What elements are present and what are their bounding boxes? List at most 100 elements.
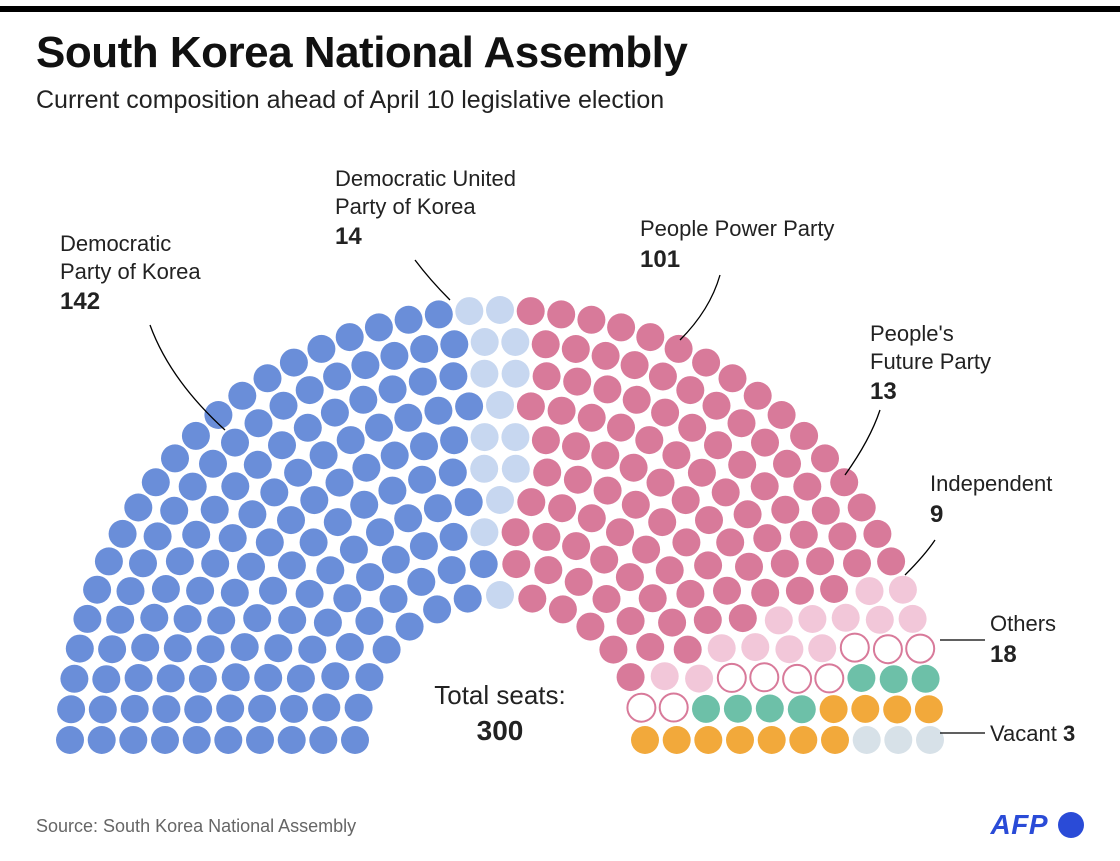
seat-dot <box>438 556 466 584</box>
seat-dot <box>578 404 606 432</box>
seat-dot <box>549 595 577 623</box>
seat-dot <box>214 726 242 754</box>
seat-dot <box>179 473 207 501</box>
seat-dot <box>379 375 407 403</box>
source-text: Source: South Korea National Assembly <box>36 816 356 837</box>
seat-dot <box>119 726 147 754</box>
label-text: Party of Korea <box>335 194 476 219</box>
seat-dot <box>771 496 799 524</box>
seat-dot <box>501 423 529 451</box>
seat-dot <box>719 364 747 392</box>
label-others: Others 18 <box>990 610 1056 670</box>
seat-dot <box>382 546 410 574</box>
seat-dot <box>621 351 649 379</box>
seat-dot <box>912 665 940 693</box>
seat-dot <box>89 696 117 724</box>
seat-dot <box>254 364 282 392</box>
seat-dot <box>221 429 249 457</box>
seat-dot <box>294 414 322 442</box>
seat-dot <box>662 441 690 469</box>
seat-dot <box>300 528 328 556</box>
seat-dot <box>264 634 292 662</box>
seat-dot <box>98 635 126 663</box>
seat-dot <box>501 328 529 356</box>
seat-dot <box>847 664 875 692</box>
seat-dot <box>843 549 871 577</box>
seat-dot <box>651 662 679 690</box>
seat-dot <box>660 694 688 722</box>
seat-dot <box>786 577 814 605</box>
label-text: Democratic <box>60 231 171 256</box>
seat-dot <box>336 323 364 351</box>
seat-dot <box>695 506 723 534</box>
seat-dot <box>365 414 393 442</box>
seat-dot <box>617 663 645 691</box>
seat-dot <box>593 375 621 403</box>
seat-dot <box>502 518 530 546</box>
seat-dot <box>648 508 676 536</box>
seat-dot <box>124 494 152 522</box>
seat-dot <box>783 665 811 693</box>
seat-dot <box>95 547 123 575</box>
seat-dot <box>502 360 530 388</box>
seat-dot <box>222 663 250 691</box>
seat-dot <box>874 635 902 663</box>
seat-dot <box>790 422 818 450</box>
seat-dot <box>812 497 840 525</box>
seat-dot <box>309 726 337 754</box>
label-pfp: People's Future Party 13 <box>870 320 991 407</box>
seat-dot <box>607 313 635 341</box>
seat-dot <box>889 576 917 604</box>
seat-dot <box>221 579 249 607</box>
seat-dot <box>66 635 94 663</box>
seat-dot <box>851 695 879 723</box>
seat-dot <box>470 455 498 483</box>
label-text: Democratic United <box>335 166 516 191</box>
seat-dot <box>713 577 741 605</box>
label-count: 18 <box>990 640 1056 670</box>
seat-dot <box>678 414 706 442</box>
seat-dot <box>726 726 754 754</box>
seat-dot <box>724 695 752 723</box>
seat-dot <box>455 488 483 516</box>
seat-dot <box>517 488 545 516</box>
leader-line <box>680 275 720 340</box>
seat-dot <box>899 605 927 633</box>
seat-dot <box>636 633 664 661</box>
label-count: 13 <box>870 377 991 407</box>
seat-dot <box>562 432 590 460</box>
seat-dot <box>280 695 308 723</box>
seat-dot <box>565 568 593 596</box>
seat-dot <box>246 726 274 754</box>
seat-dot <box>129 549 157 577</box>
seat-dot <box>502 455 530 483</box>
seat-dot <box>316 556 344 584</box>
logo-dot-icon <box>1058 812 1084 838</box>
seat-dot <box>848 494 876 522</box>
seat-dot <box>381 442 409 470</box>
seat-dot <box>775 635 803 663</box>
seat-dot <box>502 550 530 578</box>
seat-dot <box>798 605 826 633</box>
seat-dot <box>88 726 116 754</box>
seat-dot <box>336 633 364 661</box>
total-count: 300 <box>400 715 600 747</box>
seat-dot <box>828 522 856 550</box>
total-seats: Total seats: 300 <box>400 680 600 747</box>
seat-dot <box>672 486 700 514</box>
seat-dot <box>631 726 659 754</box>
seat-dot <box>277 506 305 534</box>
seat-dot <box>915 695 943 723</box>
seat-dot <box>830 468 858 496</box>
seat-dot <box>140 604 168 632</box>
seat-dot <box>345 694 373 722</box>
seat-dot <box>599 636 627 664</box>
seat-dot <box>380 342 408 370</box>
seat-dot <box>672 528 700 556</box>
seat-dot <box>56 726 84 754</box>
seat-dot <box>639 584 667 612</box>
seat-dot <box>518 585 546 613</box>
seat-dot <box>676 376 704 404</box>
seat-dot <box>765 606 793 634</box>
seat-dot <box>768 401 796 429</box>
